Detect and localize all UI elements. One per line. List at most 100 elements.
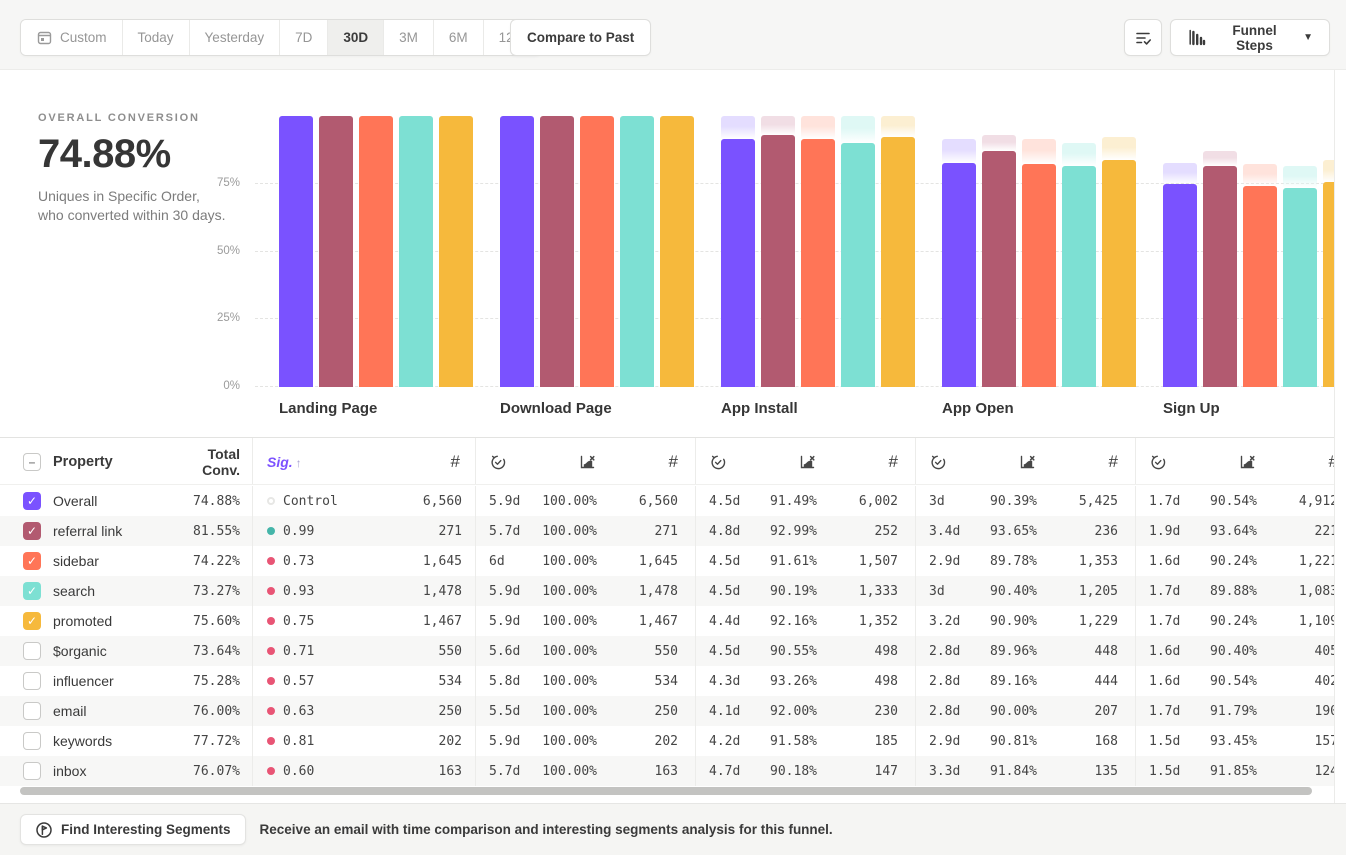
count-value: 1,205: [1078, 583, 1118, 599]
conversion-rate-value: 92.16%: [770, 613, 817, 629]
date-range-today[interactable]: Today: [121, 20, 189, 55]
significance-value: 0.71: [283, 643, 315, 659]
conversion-rate-icon[interactable]: [798, 453, 817, 471]
date-range-30d[interactable]: 30D: [327, 20, 384, 55]
time-to-convert-icon[interactable]: [1149, 453, 1167, 471]
time-to-convert-icon[interactable]: [929, 453, 947, 471]
funnel-bar-referral-link-App-Open[interactable]: [982, 151, 1016, 387]
funnel-bar-promoted-Landing-Page[interactable]: [439, 116, 473, 387]
landing-step-cell: 0.73 1,645: [252, 546, 475, 576]
select-all-checkbox[interactable]: –: [23, 453, 41, 471]
step-cell: 4.5d 90.19% 1,333: [695, 576, 915, 606]
segment-checkbox[interactable]: ✓: [23, 522, 41, 540]
funnel-bar-search-Download-Page[interactable]: [620, 116, 654, 387]
segment-checkbox[interactable]: [23, 672, 41, 690]
property-header-cell: – Property Total Conv.: [0, 438, 252, 484]
funnel-bar-search-Landing-Page[interactable]: [399, 116, 433, 387]
conversion-rate-value: 100.00%: [542, 703, 597, 719]
funnel-bar-Overall-Download-Page[interactable]: [500, 116, 534, 387]
property-cell: inbox 76.07%: [0, 756, 252, 786]
date-range-6m[interactable]: 6M: [432, 20, 483, 55]
conversion-rate-icon[interactable]: [1018, 453, 1037, 471]
table-row-keywords: keywords 77.72% 0.81 202 5.9d 100.00% 202 4.2d 9…: [0, 726, 1334, 756]
funnel-bar-sidebar-Landing-Page[interactable]: [359, 116, 393, 387]
conversion-rate-value: 89.88%: [1210, 583, 1257, 599]
time-to-convert-value: 3d: [929, 493, 945, 509]
date-range-3m[interactable]: 3M: [383, 20, 433, 55]
funnel-bar-referral-link-Landing-Page[interactable]: [319, 116, 353, 387]
count-column-header[interactable]: #: [888, 452, 898, 471]
funnel-bar-search-Sign-Up[interactable]: [1283, 188, 1317, 387]
count-value: 207: [1094, 703, 1118, 719]
count-column-header[interactable]: #: [450, 452, 460, 471]
funnel-bar-sidebar-Sign-Up[interactable]: [1243, 185, 1277, 387]
property-cell: influencer 75.28%: [0, 666, 252, 696]
funnel-bar-referral-link-App-Install[interactable]: [761, 135, 795, 387]
count-column-header[interactable]: #: [1329, 452, 1334, 472]
time-to-convert-icon[interactable]: [489, 453, 507, 471]
funnel-bar-Overall-Landing-Page[interactable]: [279, 116, 313, 387]
segment-checkbox[interactable]: [23, 732, 41, 750]
funnel-bar-referral-link-Download-Page[interactable]: [540, 116, 574, 387]
significance-dot: [267, 677, 275, 685]
find-interesting-segments-button[interactable]: Find Interesting Segments: [20, 814, 246, 845]
chevron-down-icon: ▼: [1303, 32, 1313, 43]
step-cell: 5.6d 100.00% 550: [475, 636, 695, 666]
time-to-convert-value: 1.7d: [1149, 613, 1181, 629]
horizontal-scrollbar-thumb[interactable]: [20, 787, 1312, 795]
count-value: 1,507: [858, 553, 898, 569]
funnel-bar-sidebar-Download-Page[interactable]: [580, 116, 614, 387]
funnel-bar-sidebar-App-Open[interactable]: [1022, 164, 1056, 387]
count-column-header[interactable]: #: [668, 452, 678, 471]
segment-checkbox[interactable]: [23, 762, 41, 780]
count-value: 236: [1094, 523, 1118, 539]
significance-dot: [267, 707, 275, 715]
compare-to-past-button[interactable]: Compare to Past: [510, 19, 652, 56]
funnel-bar-Overall-App-Open[interactable]: [942, 162, 976, 387]
segment-checkbox[interactable]: ✓: [23, 582, 41, 600]
sig-column-header[interactable]: Sig. ↑: [267, 454, 302, 470]
count-value: 1,467: [638, 613, 678, 629]
time-to-convert-value: 3d: [929, 583, 945, 599]
date-range-custom[interactable]: Custom: [21, 20, 122, 55]
step-cell: 3.2d 90.90% 1,229: [915, 606, 1135, 636]
segments-table-body: ✓ Overall 74.88% Control 6,560 5.9d 100.00% 6,5…: [0, 486, 1334, 786]
step-cell: 5.8d 100.00% 534: [475, 666, 695, 696]
time-to-convert-icon[interactable]: [709, 453, 727, 471]
segment-checkbox[interactable]: ✓: [23, 552, 41, 570]
significance-dot: [267, 497, 275, 505]
funnel-bar-promoted-App-Install[interactable]: [881, 137, 915, 387]
date-range-yesterday[interactable]: Yesterday: [188, 20, 280, 55]
segment-checkbox[interactable]: ✓: [23, 492, 41, 510]
funnel-bar-promoted-Sign-Up[interactable]: [1323, 182, 1334, 387]
funnel-bar-promoted-Download-Page[interactable]: [660, 116, 694, 387]
significance-dot: [267, 647, 275, 655]
date-range-7d[interactable]: 7D: [279, 20, 328, 55]
funnel-bar-search-App-Install[interactable]: [841, 142, 875, 387]
funnel-bar-sidebar-App-Install[interactable]: [801, 138, 835, 387]
conversion-rate-icon[interactable]: [578, 453, 597, 471]
landing-step-cell: 0.75 1,467: [252, 606, 475, 636]
funnel-bar-Overall-App-Install[interactable]: [721, 139, 755, 387]
segment-checkbox[interactable]: [23, 702, 41, 720]
significance-dot: [267, 617, 275, 625]
count-value: 6,002: [858, 493, 898, 509]
funnel-bar-Overall-Sign-Up[interactable]: [1163, 184, 1197, 387]
conversion-rate-value: 93.65%: [990, 523, 1037, 539]
chart-type-dropdown[interactable]: Funnel Steps ▼: [1170, 19, 1330, 56]
segment-checkbox[interactable]: ✓: [23, 612, 41, 630]
count-value: 190: [1314, 703, 1334, 719]
funnel-bar-dropoff: [1022, 138, 1056, 165]
step-cell: 1.7d 90.54% 4,912: [1135, 486, 1334, 516]
funnel-bar-search-App-Open[interactable]: [1062, 166, 1096, 387]
conversion-rate-icon[interactable]: [1238, 453, 1257, 471]
time-to-convert-value: 1.7d: [1149, 583, 1181, 599]
filter-list-button[interactable]: [1124, 19, 1162, 56]
count-value: 185: [874, 733, 898, 749]
time-to-convert-value: 4.5d: [709, 583, 741, 599]
segment-checkbox[interactable]: [23, 642, 41, 660]
funnel-bar-promoted-App-Open[interactable]: [1102, 159, 1136, 387]
funnel-bar-referral-link-Sign-Up[interactable]: [1203, 166, 1237, 387]
time-to-convert-value: 2.8d: [929, 703, 961, 719]
count-column-header[interactable]: #: [1108, 452, 1118, 471]
